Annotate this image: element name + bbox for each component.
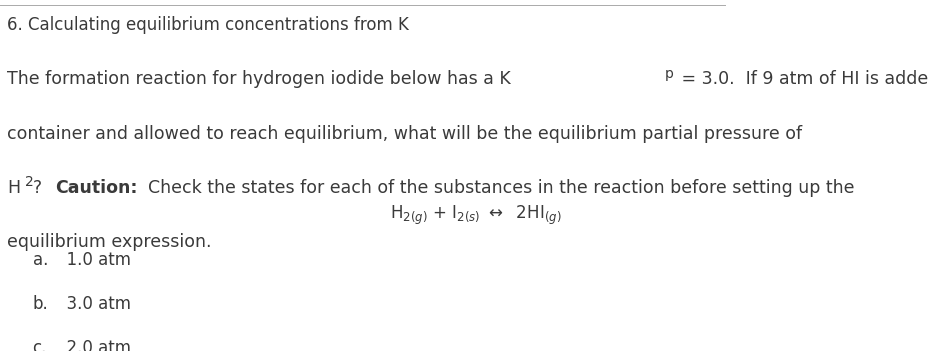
Text: container and allowed to reach equilibrium, what will be the equilibrium partial: container and allowed to reach equilibri…	[7, 125, 802, 143]
Text: a.: a.	[32, 251, 48, 269]
Text: p: p	[664, 67, 674, 81]
Text: Caution:: Caution:	[55, 179, 137, 197]
Text: 2: 2	[25, 176, 33, 190]
Text: 3.0 atm: 3.0 atm	[56, 295, 131, 313]
Text: equilibrium expression.: equilibrium expression.	[7, 233, 212, 251]
Text: H: H	[7, 179, 20, 197]
Text: b.: b.	[32, 295, 48, 313]
Text: ?: ?	[33, 179, 54, 197]
Text: Check the states for each of the substances in the reaction before setting up th: Check the states for each of the substan…	[137, 179, 854, 197]
Text: H$_{2(g)}$ + I$_{2(s)}$ $\leftrightarrow$  2HI$_{(g)}$: H$_{2(g)}$ + I$_{2(s)}$ $\leftrightarrow…	[390, 204, 561, 227]
Text: c.: c.	[32, 339, 46, 351]
Text: 2.0 atm: 2.0 atm	[56, 339, 131, 351]
Text: = 3.0.  If 9 atm of HI is added to a: = 3.0. If 9 atm of HI is added to a	[676, 70, 928, 88]
Text: 6. Calculating equilibrium concentrations from K: 6. Calculating equilibrium concentration…	[7, 16, 409, 34]
Text: The formation reaction for hydrogen iodide below has a K: The formation reaction for hydrogen iodi…	[7, 70, 510, 88]
Text: 1.0 atm: 1.0 atm	[56, 251, 131, 269]
